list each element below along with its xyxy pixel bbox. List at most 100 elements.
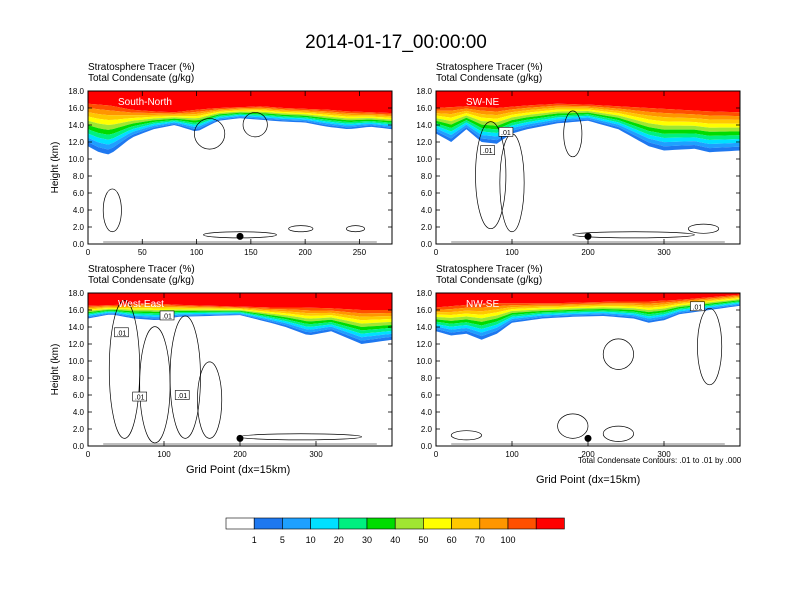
x-tick-label: 0 bbox=[434, 450, 439, 459]
contour-label-box bbox=[132, 391, 147, 402]
x-tick-label: 200 bbox=[298, 248, 312, 257]
x-tick-label: 200 bbox=[233, 450, 247, 459]
panel-3-xlabel: Grid Point (dx=15km) bbox=[186, 464, 291, 476]
y-tick-label: 18.0 bbox=[68, 289, 84, 298]
contour-label-box bbox=[690, 301, 705, 312]
contour-label: .01 bbox=[483, 148, 493, 155]
tracer-band-5 bbox=[436, 109, 740, 128]
contour-label-box bbox=[159, 310, 175, 321]
contour-label: .01 bbox=[501, 130, 511, 137]
y-tick-label: 18.0 bbox=[416, 289, 432, 298]
y-tick-label: 6.0 bbox=[73, 391, 85, 400]
condensate-contour bbox=[687, 223, 720, 234]
x-tick-label: 300 bbox=[657, 248, 671, 257]
colorbar-label: 5 bbox=[280, 535, 285, 545]
condensate-contour bbox=[102, 188, 122, 233]
location-marker bbox=[584, 434, 592, 442]
y-tick-label: 8.0 bbox=[421, 172, 433, 181]
x-tick-label: 250 bbox=[353, 248, 367, 257]
main-title: 2014-01-17_00:00:00 bbox=[305, 32, 487, 53]
tracer-band-5 bbox=[88, 110, 392, 125]
condensate-contour bbox=[242, 112, 268, 138]
colorbar-label: 10 bbox=[306, 535, 316, 545]
y-tick-label: 4.0 bbox=[421, 206, 433, 215]
colorbar-swatch bbox=[282, 517, 311, 530]
y-tick-label: 8.0 bbox=[73, 374, 85, 383]
tracer-band-11 bbox=[436, 119, 740, 153]
panel-3-labels: Stratosphere Tracer (%) Total Condensate… bbox=[88, 264, 195, 286]
colorbar-label: 30 bbox=[362, 535, 372, 545]
panel-1: South-North 0.0 2.0 4.0 6.0 8.0 10.0 12.0 14.0 16… bbox=[50, 87, 393, 257]
colorbar-swatch bbox=[507, 517, 537, 530]
panel-4-labels: Stratosphere Tracer (%) Total Condensate… bbox=[436, 264, 543, 286]
tracer-band-2 bbox=[436, 103, 740, 117]
contour-label: .01 bbox=[135, 395, 145, 402]
y-tick-label: 18.0 bbox=[416, 87, 432, 96]
condensate-contour bbox=[602, 425, 634, 442]
tracer-band-2 bbox=[88, 303, 392, 314]
cross-section-label: South-North bbox=[118, 97, 172, 108]
y-tick-label: 14.0 bbox=[68, 121, 84, 130]
condensate-contour bbox=[197, 361, 223, 439]
tracer-band-8 bbox=[436, 114, 740, 140]
contour-label: .01 bbox=[117, 330, 127, 337]
x-tick-label: 200 bbox=[581, 248, 595, 257]
tracer-band-2 bbox=[88, 103, 392, 115]
y-tick-label: 6.0 bbox=[421, 189, 433, 198]
y-tick-label: 12.0 bbox=[416, 138, 432, 147]
tracer-band-6 bbox=[88, 111, 392, 130]
plot-frame bbox=[87, 90, 393, 245]
colorbar-label: 70 bbox=[475, 535, 485, 545]
x-tick-label: 0 bbox=[434, 248, 439, 257]
tracer-band-10 bbox=[436, 117, 740, 149]
y-tick-label: 0.0 bbox=[421, 442, 433, 451]
y-tick-label: 4.0 bbox=[73, 206, 85, 215]
y-axis-label: Height (km) bbox=[50, 142, 61, 194]
panel-2-condensate-label: Total Condensate (g/kg) bbox=[436, 73, 543, 84]
y-tick-label: 10.0 bbox=[68, 155, 84, 164]
y-tick-label: 0.0 bbox=[421, 240, 433, 249]
tracer-band-1 bbox=[88, 91, 392, 114]
condensate-contour bbox=[450, 430, 482, 441]
panel-1-tracer-label: Stratosphere Tracer (%) bbox=[88, 62, 195, 73]
y-tick-label: 14.0 bbox=[416, 323, 432, 332]
tracer-band-10 bbox=[88, 312, 392, 341]
panel-3: .01 .01 .01 .01 West-East 0.0 2.0 4.0 6.0 8.0 10.0… bbox=[50, 289, 393, 459]
condensate-contour bbox=[194, 118, 226, 150]
x-tick-label: 100 bbox=[190, 248, 204, 257]
tracer-band-9 bbox=[436, 115, 740, 145]
condensate-contour bbox=[108, 300, 141, 439]
y-tick-label: 16.0 bbox=[68, 104, 84, 113]
y-axis-label: Height (km) bbox=[50, 344, 61, 396]
colorbar-swatch bbox=[310, 517, 340, 530]
colorbar-swatch bbox=[423, 517, 452, 530]
tracer-band-5 bbox=[436, 298, 740, 319]
tracer-band-7 bbox=[88, 309, 392, 331]
y-tick-label: 16.0 bbox=[416, 104, 432, 113]
cross-section-label: NW-SE bbox=[466, 299, 499, 310]
y-tick-label: 12.0 bbox=[68, 138, 84, 147]
condensate-contour bbox=[563, 110, 583, 158]
panel-4: .01 NW-SE 0.0 2.0 4.0 6.0 8.0 10.0 12.0 14.0 16.0 1… bbox=[416, 289, 741, 459]
x-tick-label: 100 bbox=[505, 248, 519, 257]
colorbar-swatch bbox=[253, 517, 283, 530]
contour-label: .01 bbox=[693, 304, 703, 311]
panel-1-condensate-label: Total Condensate (g/kg) bbox=[88, 73, 195, 84]
tracer-band-7 bbox=[88, 112, 392, 135]
contour-label-box bbox=[480, 145, 495, 155]
location-marker bbox=[236, 434, 244, 442]
y-tick-label: 16.0 bbox=[416, 306, 432, 315]
y-tick-label: 16.0 bbox=[68, 306, 84, 315]
contour-footnote: Total Condensate Contours: .01 to .01 by… bbox=[578, 456, 742, 465]
tracer-band-4 bbox=[436, 107, 740, 124]
tracer-band-4 bbox=[436, 296, 740, 315]
y-tick-label: 0.0 bbox=[73, 442, 85, 451]
x-tick-label: 50 bbox=[138, 248, 147, 257]
y-tick-label: 8.0 bbox=[73, 172, 85, 181]
x-tick-label: 300 bbox=[657, 450, 671, 459]
y-tick-label: 18.0 bbox=[68, 87, 84, 96]
contour-label-box bbox=[498, 127, 514, 137]
y-tick-label: 2.0 bbox=[73, 223, 85, 232]
tracer-band-6 bbox=[436, 111, 740, 132]
